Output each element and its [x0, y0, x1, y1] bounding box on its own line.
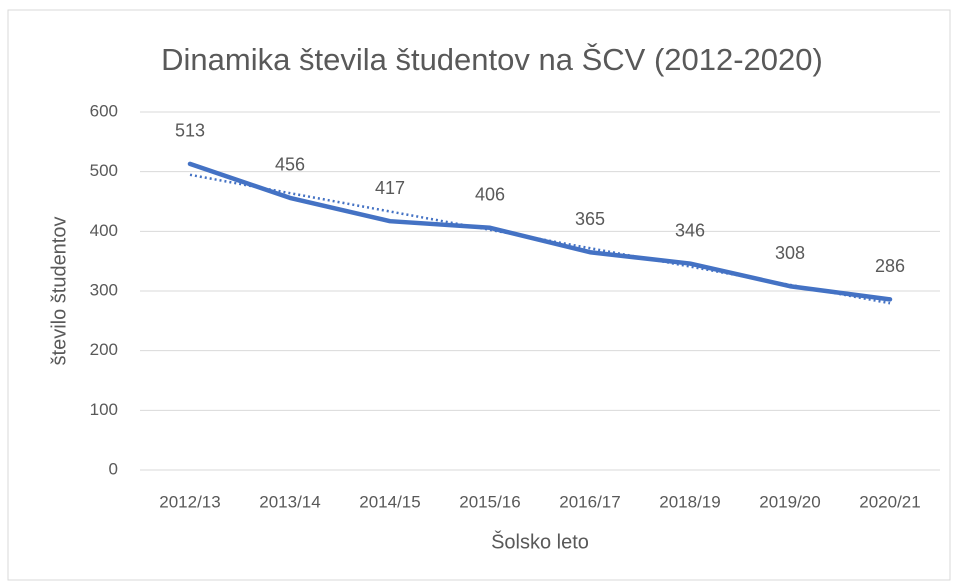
data-label: 513 [175, 121, 205, 141]
y-axis-label: število študentov [48, 217, 70, 366]
data-label: 308 [775, 243, 805, 263]
x-tick-label: 2015/16 [459, 492, 520, 511]
x-tick-label: 2014/15 [359, 492, 420, 511]
data-label: 346 [675, 220, 705, 240]
x-tick-label: 2012/13 [159, 492, 220, 511]
y-tick-label: 500 [90, 161, 118, 180]
y-tick-label: 200 [90, 340, 118, 359]
x-tick-label: 2018/19 [659, 492, 720, 511]
x-tick-label: 2013/14 [259, 492, 320, 511]
data-label: 417 [375, 178, 405, 198]
data-label: 286 [875, 256, 905, 276]
x-tick-label: 2020/21 [859, 492, 920, 511]
chart-title: Dinamika števila študentov na ŠCV (2012-… [161, 42, 823, 77]
y-tick-label: 600 [90, 101, 118, 120]
y-tick-label: 0 [109, 459, 118, 478]
data-label: 406 [475, 185, 505, 205]
y-tick-label: 100 [90, 400, 118, 419]
chart-border [7, 9, 951, 581]
x-axis-label: Šolsko leto [491, 530, 589, 553]
x-tick-label: 2019/20 [759, 492, 820, 511]
data-label: 365 [575, 209, 605, 229]
data-label: 456 [275, 155, 305, 175]
y-tick-label: 300 [90, 280, 118, 299]
y-tick-label: 400 [90, 221, 118, 240]
x-tick-label: 2016/17 [559, 492, 620, 511]
line [187, 161, 893, 302]
